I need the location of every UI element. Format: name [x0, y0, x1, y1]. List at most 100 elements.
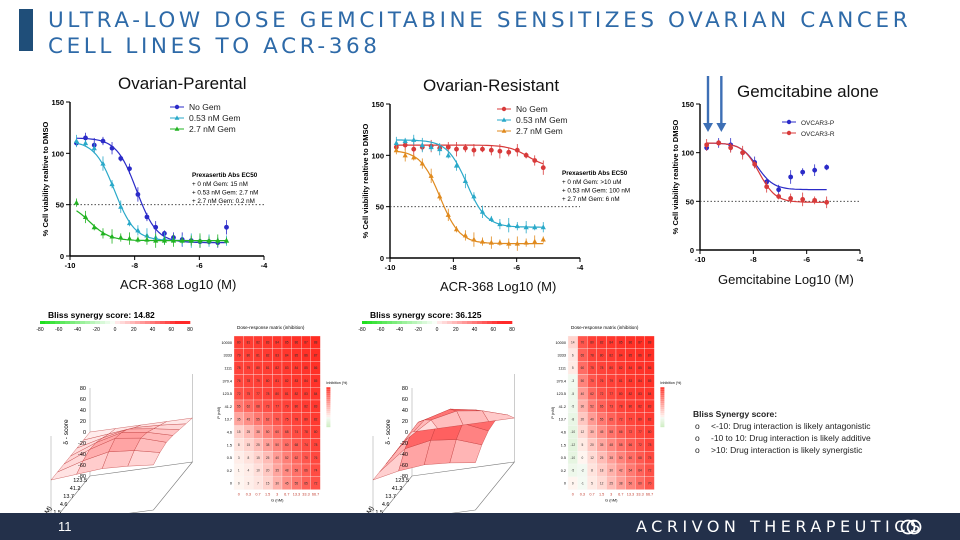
matrix-cell-value: 83 — [266, 341, 270, 345]
colorbar-segment — [660, 399, 665, 402]
matrix-cell-value: 82 — [629, 392, 633, 396]
surface-floor — [50, 461, 194, 525]
data-point — [497, 221, 503, 227]
data-point — [224, 224, 229, 230]
matrix-cell-value: 83 — [275, 353, 279, 357]
matrix-row-label: 1.5 — [561, 443, 566, 447]
bliss-colorbar-segment — [180, 321, 186, 324]
matrix-cell-value: 48 — [609, 443, 613, 447]
legend-marker — [174, 104, 180, 110]
matrix-col-label: 1.5 — [265, 493, 270, 497]
matrix-cell-value: 64 — [638, 469, 642, 473]
matrix-cell-value: 78 — [314, 443, 318, 447]
matrix-cell-value: 7 — [257, 481, 259, 485]
legend-marker — [174, 115, 180, 120]
matrix-col-label: 13.3 — [627, 493, 634, 497]
matrix-cell-value: 58 — [609, 430, 613, 434]
matrix-cell-value: 80 — [295, 405, 299, 409]
slide-title: ULTRA-LOW DOSE GEMCITABINE SENSITIZES OV… — [48, 8, 912, 59]
matrix-cell-value: 25 — [247, 430, 251, 434]
colorbar-segment — [660, 405, 665, 408]
matrix-cell-value: 79 — [609, 379, 613, 383]
xcaption-resistant: ACR-368 Log10 (M) — [440, 279, 557, 294]
data-point — [73, 199, 80, 205]
data-point — [188, 237, 194, 243]
matrix-cell-value: 79 — [247, 366, 251, 370]
matrix-cell-value: 86 — [629, 341, 633, 345]
matrix-cell-value: 70 — [304, 456, 308, 460]
data-point — [411, 154, 417, 160]
matrix-cell-value: 82 — [304, 405, 308, 409]
bliss-colorbar-segment — [175, 321, 181, 324]
matrix-cell-value: 84 — [648, 392, 652, 396]
bliss-colorbar-segment — [105, 321, 111, 324]
matrix-cell-value: 55 — [295, 481, 299, 485]
page-number: 11 — [58, 519, 72, 534]
data-point — [402, 138, 408, 143]
bliss-colorbar-tick: 40 — [150, 327, 156, 333]
data-point — [488, 216, 494, 221]
surface-z-tick: 60 — [402, 397, 408, 403]
bliss-colorbar-segment — [492, 321, 498, 324]
data-point — [437, 193, 443, 199]
matrix-cell-value: 79 — [285, 405, 289, 409]
colorbar-segment — [326, 409, 331, 412]
matrix-cell-value: 35 — [237, 417, 241, 421]
matrix-cell-value: 84 — [285, 353, 289, 357]
matrix-cell-value: 80 — [256, 366, 260, 370]
data-point — [82, 140, 89, 146]
bliss-colorbar-segment — [80, 321, 86, 324]
matrix-cell-value: 77 — [609, 392, 613, 396]
data-point — [506, 222, 512, 228]
matrix-cell-value: 73 — [609, 405, 613, 409]
matrix-row-label: 1111 — [558, 367, 566, 371]
colorbar-segment — [326, 415, 331, 418]
matrix-title: Dose-response matrix (inhibition) — [571, 325, 639, 330]
matrix-cell-value: 20 — [266, 469, 270, 473]
colorbar-segment — [660, 425, 665, 428]
matrix-cell-value: 25 — [609, 481, 613, 485]
matrix-cell-value: 0 — [238, 481, 240, 485]
matrix-cell-value: 78 — [304, 430, 308, 434]
matrix-cell-value: 86 — [638, 353, 642, 357]
panel-title-gem: Gemcitabine alone — [737, 82, 879, 101]
bliss-colorbar-segment — [367, 321, 373, 324]
data-point — [479, 209, 486, 214]
matrix-cell-value: 35 — [275, 469, 279, 473]
matrix-cell — [644, 476, 655, 490]
colorbar-label: Inhibition (%) — [660, 381, 681, 385]
matrix-cell-value: 68 — [285, 430, 289, 434]
matrix-col-label: 3 — [276, 493, 278, 497]
matrix-col-label: 0.3 — [246, 493, 251, 497]
data-point — [135, 192, 141, 197]
bliss-colorbar-segment — [407, 321, 413, 324]
bliss-colorbar-segment — [65, 321, 71, 324]
data-point — [144, 236, 150, 242]
matrix-cell-value: 30 — [609, 469, 613, 473]
matrix-cell-value: 3 — [238, 456, 240, 460]
matrix-cell-value: 60 — [581, 366, 585, 370]
matrix-cell-value: 80 — [314, 430, 318, 434]
matrix-cell-value: 68 — [638, 456, 642, 460]
data-point — [523, 152, 529, 158]
bliss-colorbar-segment — [55, 321, 61, 324]
matrix-cell-value: 86 — [304, 353, 308, 357]
matrix-col-label: 66.7 — [312, 493, 319, 497]
matrix-cell-value: 80 — [590, 341, 594, 345]
bliss-colorbar-segment — [462, 321, 468, 324]
colorbar-segment — [660, 415, 665, 418]
matrix-cell-value: 84 — [609, 341, 613, 345]
bliss-colorbar-segment — [502, 321, 508, 324]
bliss-colorbar-segment — [387, 321, 393, 324]
data-point — [161, 237, 168, 243]
matrix-cell-value: 84 — [304, 379, 308, 383]
data-point — [471, 193, 477, 199]
bliss-legend-title: Bliss Synergy score: — [693, 409, 778, 419]
matrix-cell-value: 38 — [619, 481, 623, 485]
bliss-colorbar-tick: 20 — [131, 327, 137, 333]
matrix-cell-value: 73 — [266, 405, 270, 409]
surface-floor — [372, 461, 516, 525]
data-point — [800, 196, 806, 202]
matrix-cell-value: 30 — [275, 481, 279, 485]
matrix-col-label: 0.7 — [589, 493, 594, 497]
